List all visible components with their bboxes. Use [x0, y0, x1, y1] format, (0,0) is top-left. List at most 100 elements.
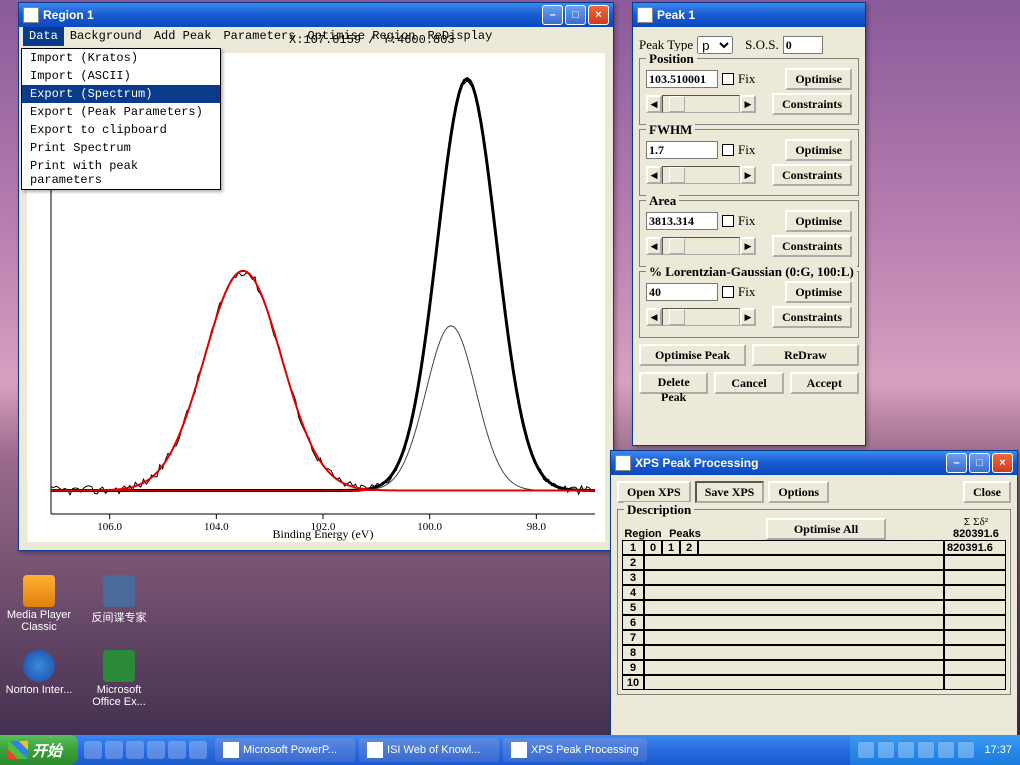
region-cell[interactable]: 7 — [622, 630, 644, 645]
region-cell[interactable]: 6 — [622, 615, 644, 630]
tray-icon[interactable] — [918, 742, 934, 758]
minimize-button[interactable]: – — [946, 453, 967, 473]
close-button[interactable]: × — [588, 5, 609, 25]
menu-background[interactable]: Background — [64, 27, 148, 46]
desktop-icon-norton-inter-[interactable]: Norton Inter... — [4, 650, 74, 696]
open-xps-button[interactable]: Open XPS — [617, 481, 691, 503]
tray-icon[interactable] — [858, 742, 874, 758]
fix-checkbox[interactable] — [722, 215, 734, 227]
desktop-icon-microsoft-office-ex-[interactable]: Microsoft Office Ex... — [84, 650, 154, 708]
menu-data[interactable]: Data — [23, 27, 64, 46]
value-slider[interactable]: ◀ ▶ — [646, 237, 756, 255]
region-cell[interactable]: 9 — [622, 660, 644, 675]
fieldset--lorentzian-gaussian-0-g-100-l-: % Lorentzian-Gaussian (0:G, 100:L) Fix O… — [639, 271, 859, 338]
menu-item-export-to-clipboard[interactable]: Export to clipboard — [22, 121, 220, 139]
value-slider[interactable]: ◀ ▶ — [646, 166, 756, 184]
constraints-button[interactable]: Constraints — [772, 235, 852, 257]
maximize-button[interactable]: □ — [565, 5, 586, 25]
optimise-button[interactable]: Optimise — [785, 281, 852, 303]
maximize-button[interactable]: □ — [969, 453, 990, 473]
fix-checkbox[interactable] — [722, 144, 734, 156]
peak-col-header[interactable]: 0 — [644, 540, 662, 555]
desktop-icon-media-player-classic[interactable]: Media Player Classic — [4, 575, 74, 633]
slider-right-icon[interactable]: ▶ — [740, 237, 756, 255]
fix-checkbox[interactable] — [722, 286, 734, 298]
taskbar-task[interactable]: Microsoft PowerP... — [215, 738, 355, 762]
titlebar-peak1[interactable]: Peak 1 — [633, 3, 865, 27]
region-cell[interactable]: 3 — [622, 570, 644, 585]
sos-input[interactable] — [783, 36, 823, 54]
region-cell[interactable]: 4 — [622, 585, 644, 600]
region-cell[interactable]: 10 — [622, 675, 644, 690]
cancel-button[interactable]: Cancel — [714, 372, 783, 394]
slider-left-icon[interactable]: ◀ — [646, 166, 662, 184]
value-slider[interactable]: ◀ ▶ — [646, 308, 756, 326]
optimise-peak-button[interactable]: Optimise Peak — [639, 344, 746, 366]
table-row: 2 — [622, 555, 1006, 570]
tray-icon[interactable] — [938, 742, 954, 758]
taskbar-task[interactable]: ISI Web of Knowl... — [359, 738, 499, 762]
titlebar-region1[interactable]: Region 1 – □ × — [19, 3, 613, 27]
clock[interactable]: 17:37 — [984, 744, 1012, 756]
slider-left-icon[interactable]: ◀ — [646, 308, 662, 326]
menu-add-peak[interactable]: Add Peak — [148, 27, 218, 46]
peak-col-header[interactable]: 2 — [680, 540, 698, 555]
tray-icon[interactable] — [958, 742, 974, 758]
table-row: 4 — [622, 585, 1006, 600]
fix-checkbox[interactable] — [722, 73, 734, 85]
constraints-button[interactable]: Constraints — [772, 93, 852, 115]
menu-item-export-peak-parameters-[interactable]: Export (Peak Parameters) — [22, 103, 220, 121]
optimise-button[interactable]: Optimise — [785, 139, 852, 161]
value-input[interactable] — [646, 70, 718, 88]
optimise-all-button[interactable]: Optimise All — [766, 518, 886, 540]
options-button[interactable]: Options — [768, 481, 829, 503]
accept-button[interactable]: Accept — [790, 372, 859, 394]
value-slider[interactable]: ◀ ▶ — [646, 95, 756, 113]
quicklaunch-icon[interactable] — [147, 741, 165, 759]
constraints-button[interactable]: Constraints — [772, 306, 852, 328]
peak-col-header[interactable]: 1 — [662, 540, 680, 555]
slider-right-icon[interactable]: ▶ — [740, 95, 756, 113]
quicklaunch-icon[interactable] — [189, 741, 207, 759]
delete-peak-button[interactable]: Delete Peak — [639, 372, 708, 394]
quicklaunch-icon[interactable] — [84, 741, 102, 759]
desktop-icon--[interactable]: 反间谍专家 — [84, 575, 154, 625]
region-header: Region — [622, 528, 664, 540]
slider-left-icon[interactable]: ◀ — [646, 95, 662, 113]
minimize-button[interactable]: – — [542, 5, 563, 25]
optimise-button[interactable]: Optimise — [785, 68, 852, 90]
slider-right-icon[interactable]: ▶ — [740, 166, 756, 184]
quicklaunch-icon[interactable] — [168, 741, 186, 759]
menu-item-print-spectrum[interactable]: Print Spectrum — [22, 139, 220, 157]
value-input[interactable] — [646, 212, 718, 230]
close-button[interactable]: × — [992, 453, 1013, 473]
start-button[interactable]: 开始 — [0, 735, 78, 765]
optimise-button[interactable]: Optimise — [785, 210, 852, 232]
menu-item-print-with-peak-parameters[interactable]: Print with peak parameters — [22, 157, 220, 189]
titlebar-xps[interactable]: XPS Peak Processing – □ × — [611, 451, 1017, 475]
slider-left-icon[interactable]: ◀ — [646, 237, 662, 255]
peak-type-select[interactable]: p — [697, 36, 733, 54]
svg-text:98.0: 98.0 — [527, 521, 547, 533]
table-row: 1012820391.6 — [622, 540, 1006, 555]
value-input[interactable] — [646, 141, 718, 159]
constraints-button[interactable]: Constraints — [772, 164, 852, 186]
quicklaunch-icon[interactable] — [126, 741, 144, 759]
redraw-button[interactable]: ReDraw — [752, 344, 859, 366]
value-input[interactable] — [646, 283, 718, 301]
tray-icon[interactable] — [878, 742, 894, 758]
close-xps-button[interactable]: Close — [963, 481, 1011, 503]
quicklaunch-icon[interactable] — [105, 741, 123, 759]
region-cell[interactable]: 1 — [622, 540, 644, 555]
region-cell[interactable]: 2 — [622, 555, 644, 570]
region-cell[interactable]: 8 — [622, 645, 644, 660]
slider-right-icon[interactable]: ▶ — [740, 308, 756, 326]
save-xps-button[interactable]: Save XPS — [695, 481, 765, 503]
menu-item-import-kratos-[interactable]: Import (Kratos) — [22, 49, 220, 67]
region-cell[interactable]: 5 — [622, 600, 644, 615]
menu-item-import-ascii-[interactable]: Import (ASCII) — [22, 67, 220, 85]
tray-icon[interactable] — [898, 742, 914, 758]
menu-item-export-spectrum-[interactable]: Export (Spectrum) — [22, 85, 220, 103]
app-icon — [615, 455, 631, 471]
taskbar-task[interactable]: XPS Peak Processing — [503, 738, 647, 762]
